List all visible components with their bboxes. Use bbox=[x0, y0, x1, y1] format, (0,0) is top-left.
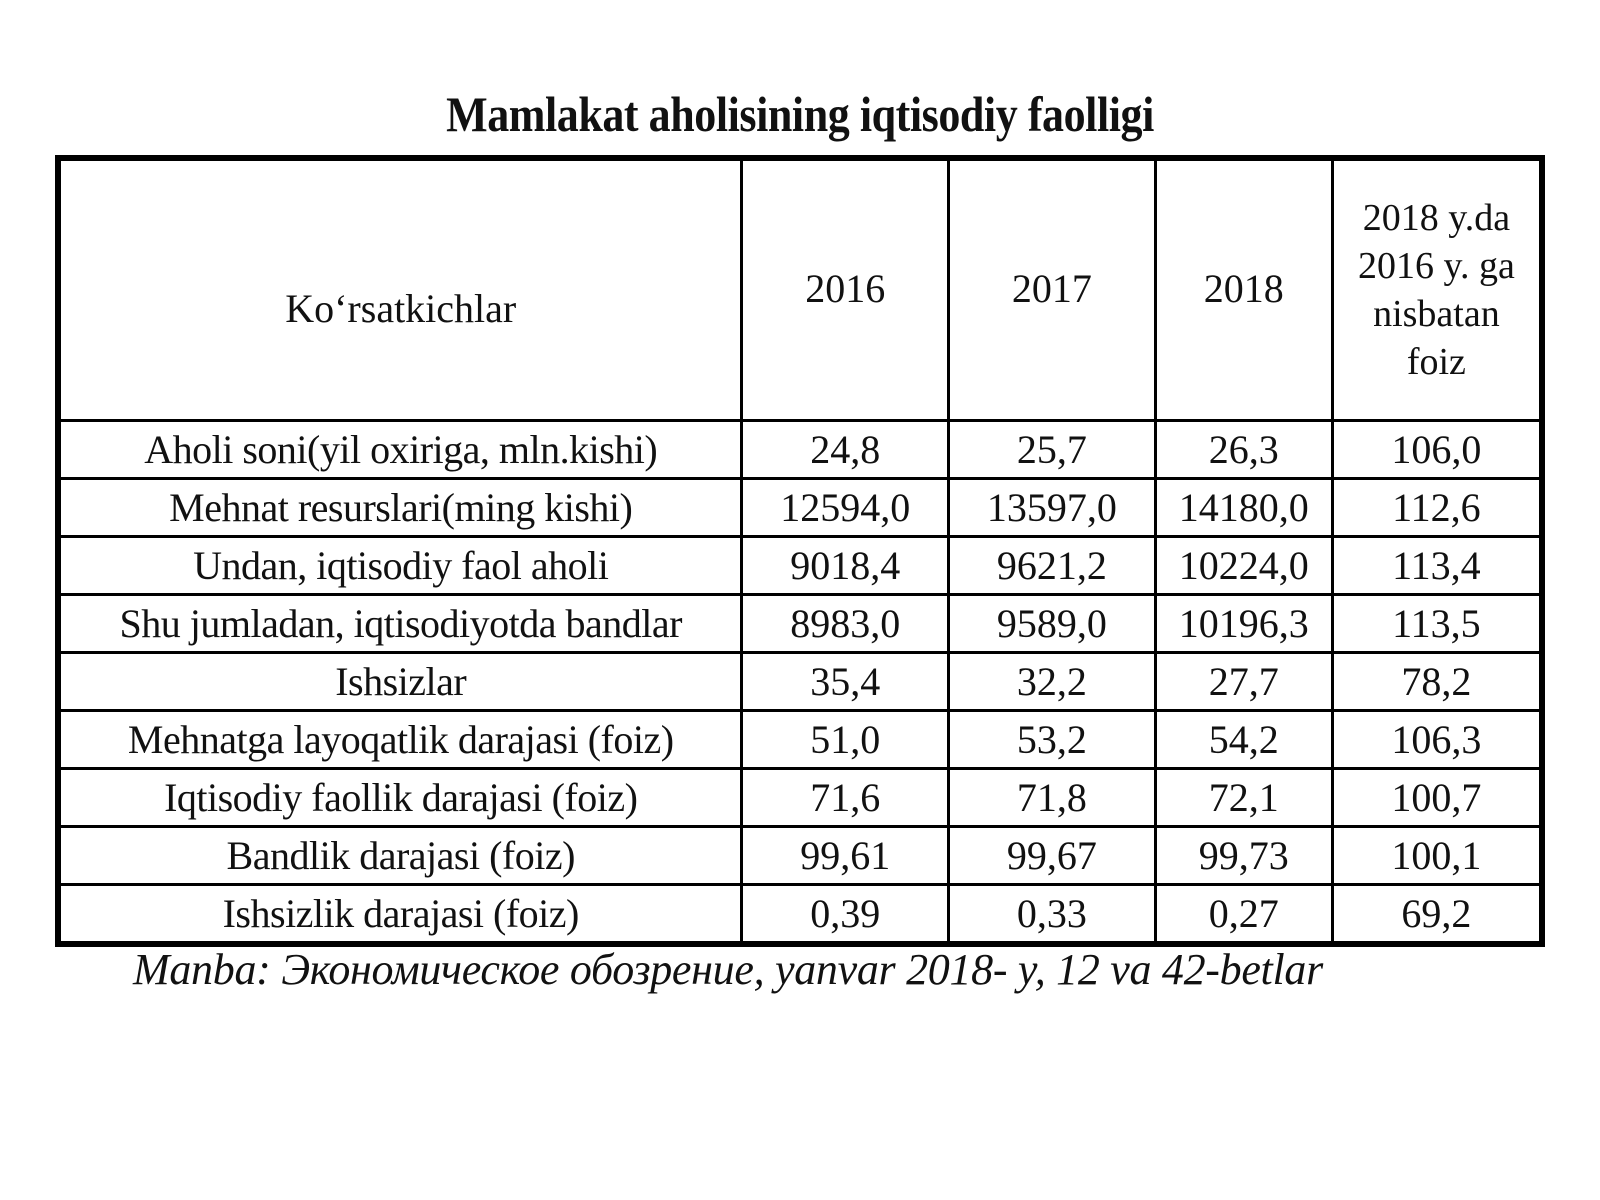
cell-percent: 112,6 bbox=[1330, 477, 1544, 538]
row-label: Bandlik darajasi (foiz) bbox=[56, 825, 744, 886]
cell-2016: 8983,0 bbox=[740, 593, 951, 654]
row-label: Undan, iqtisodiy faol aholi bbox=[56, 535, 744, 596]
cell-2017: 53,2 bbox=[947, 709, 1157, 770]
cell-percent: 106,3 bbox=[1330, 709, 1544, 770]
cell-2017: 25,7 bbox=[947, 419, 1157, 480]
table-row: Aholi soni(yil oxiriga, mln.kishi) 24,8 … bbox=[56, 419, 1544, 480]
cell-2017: 9621,2 bbox=[947, 535, 1157, 596]
table-row: Shu jumladan, iqtisodiyotda bandlar 8983… bbox=[56, 593, 1544, 654]
cell-2018: 99,73 bbox=[1153, 825, 1334, 886]
cell-2016: 12594,0 bbox=[740, 477, 951, 538]
header-year-2018: 2018 bbox=[1153, 156, 1334, 422]
cell-2017: 13597,0 bbox=[947, 477, 1157, 538]
cell-2016: 51,0 bbox=[740, 709, 951, 770]
cell-2018: 54,2 bbox=[1153, 709, 1334, 770]
row-label: Mehnat resurslari(ming kishi) bbox=[56, 477, 744, 538]
page-title: Mamlakat aholisining iqtisodiy faolligi bbox=[446, 86, 1154, 142]
cell-2018: 72,1 bbox=[1153, 767, 1334, 828]
cell-2016: 24,8 bbox=[740, 419, 951, 480]
table-row: Mehnatga layoqatlik darajasi (foiz) 51,0… bbox=[56, 709, 1544, 770]
cell-2016: 0,39 bbox=[740, 883, 951, 946]
cell-percent: 69,2 bbox=[1330, 883, 1544, 946]
cell-2016: 99,61 bbox=[740, 825, 951, 886]
cell-percent: 78,2 bbox=[1330, 651, 1544, 712]
cell-percent: 113,5 bbox=[1330, 593, 1544, 654]
cell-2017: 32,2 bbox=[947, 651, 1157, 712]
table-row: Iqtisodiy faollik darajasi (foiz) 71,6 7… bbox=[56, 767, 1544, 828]
row-label: Mehnatga layoqatlik darajasi (foiz) bbox=[56, 709, 744, 770]
row-label: Aholi soni(yil oxiriga, mln.kishi) bbox=[56, 419, 744, 480]
row-label: Ishsizlar bbox=[56, 651, 744, 712]
table-header-row: Ko‘rsatkichlar 2016 2017 2018 2018 y.da … bbox=[56, 156, 1544, 422]
cell-2017: 71,8 bbox=[947, 767, 1157, 828]
cell-2018: 10196,3 bbox=[1153, 593, 1334, 654]
cell-percent: 100,1 bbox=[1330, 825, 1544, 886]
header-year-2016: 2016 bbox=[740, 156, 951, 422]
table-row: Bandlik darajasi (foiz) 99,61 99,67 99,7… bbox=[56, 825, 1544, 886]
cell-percent: 106,0 bbox=[1330, 419, 1544, 480]
cell-percent: 100,7 bbox=[1330, 767, 1544, 828]
row-label: Iqtisodiy faollik darajasi (foiz) bbox=[56, 767, 744, 828]
cell-2018: 26,3 bbox=[1153, 419, 1334, 480]
cell-2016: 35,4 bbox=[740, 651, 951, 712]
cell-2016: 71,6 bbox=[740, 767, 951, 828]
cell-2017: 9589,0 bbox=[947, 593, 1157, 654]
cell-2018: 27,7 bbox=[1153, 651, 1334, 712]
row-label: Shu jumladan, iqtisodiyotda bandlar bbox=[56, 593, 744, 654]
table-row: Ishsizlar 35,4 32,2 27,7 78,2 bbox=[56, 651, 1544, 712]
header-indicator: Ko‘rsatkichlar bbox=[56, 156, 744, 422]
cell-2016: 9018,4 bbox=[740, 535, 951, 596]
source-note: Manba: Экономическое обозрение, yanvar 2… bbox=[133, 945, 1323, 994]
cell-2017: 0,33 bbox=[947, 883, 1157, 946]
cell-2018: 10224,0 bbox=[1153, 535, 1334, 596]
economic-activity-table: Ko‘rsatkichlar 2016 2017 2018 2018 y.da … bbox=[55, 155, 1545, 947]
table-row: Ishsizlik darajasi (foiz) 0,39 0,33 0,27… bbox=[56, 883, 1544, 946]
cell-2018: 0,27 bbox=[1153, 883, 1334, 946]
row-label: Ishsizlik darajasi (foiz) bbox=[56, 883, 744, 946]
cell-2018: 14180,0 bbox=[1153, 477, 1334, 538]
table-row: Undan, iqtisodiy faol aholi 9018,4 9621,… bbox=[56, 535, 1544, 596]
table-row: Mehnat resurslari(ming kishi) 12594,0 13… bbox=[56, 477, 1544, 538]
header-year-2017: 2017 bbox=[947, 156, 1157, 422]
header-percent-change: 2018 y.da 2016 y. ga nisbatan foiz bbox=[1330, 156, 1544, 422]
cell-percent: 113,4 bbox=[1330, 535, 1544, 596]
cell-2017: 99,67 bbox=[947, 825, 1157, 886]
